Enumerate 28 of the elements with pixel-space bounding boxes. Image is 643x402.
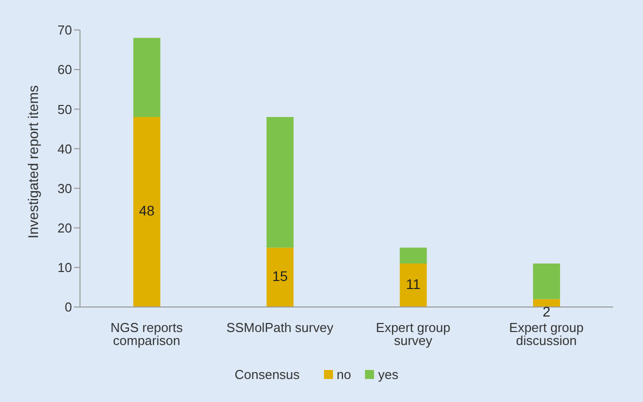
x-tick-label: Expert group discussion [509,320,584,348]
x-tick-label: SSMolPath survey [226,320,334,336]
y-tick-label: 40 [58,141,72,156]
y-tick-label: 30 [58,180,72,196]
legend-label: no [336,367,352,382]
y-tick-label: 60 [58,62,72,78]
bar [400,248,427,264]
bar [266,248,294,307]
bar [266,117,294,248]
data-label: 48 [139,202,155,219]
x-tick-label: NGS reports comparison [110,320,184,348]
bar [533,263,560,300]
y-tick-label: 20 [58,220,72,236]
data-label: 15 [272,268,288,284]
y-tick-label: 0 [64,300,72,315]
bar [400,263,427,307]
data-label: 2 [542,304,551,320]
legend-label: yes [377,367,398,382]
legend-title: Consensus [234,367,300,382]
bar [133,117,160,307]
data-label: 11 [406,276,421,292]
y-tick-label: 10 [58,260,72,276]
y-tick-label: 70 [58,22,72,38]
y-tick-label: 50 [58,102,72,117]
bar [533,299,560,307]
y-axis-title: Investigated report items [24,85,41,238]
bar [133,38,160,118]
x-tick-label: Expert group survey [376,320,450,348]
